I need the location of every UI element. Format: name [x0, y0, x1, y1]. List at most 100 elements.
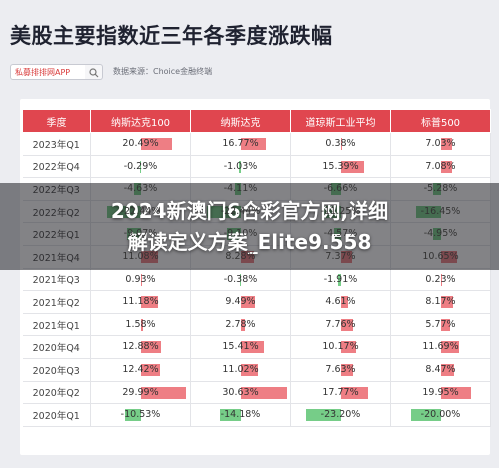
value-cell: 20.49%	[90, 132, 191, 156]
value-text: -23.20%	[320, 409, 361, 421]
value-cell: -1.03%	[190, 155, 291, 179]
value-cell: 11.18%	[90, 290, 191, 314]
value-text: -4.95%	[423, 228, 458, 240]
value-cell: 0.38%	[290, 132, 391, 156]
value-cell: 30.63%	[190, 381, 291, 405]
positive-bar	[441, 363, 454, 376]
value-text: 11.02%	[222, 363, 259, 375]
column-header: 纳斯达克	[190, 109, 291, 133]
value-text: 4.61%	[325, 296, 356, 308]
quarter-cell: 2020年Q2	[22, 381, 91, 405]
table-row: 2021年Q3 0.93% -0.38% -1.91% 0.23%	[22, 268, 491, 292]
column-header: 纳斯达克100	[90, 109, 191, 133]
value-cell: 11.69%	[390, 335, 491, 359]
positive-bar	[241, 363, 258, 376]
table-header-row: 季度 纳斯达克100 纳斯达克 道琼斯工业平均 标普500	[22, 109, 491, 133]
value-cell: 2.78%	[190, 313, 291, 337]
positive-bar	[441, 273, 442, 286]
value-cell: 7.03%	[390, 132, 491, 156]
table-row: 2020年Q3 12.42% 11.02% 7.63% 8.47%	[22, 358, 491, 382]
value-text: 29.99%	[122, 386, 159, 398]
value-cell: -1.91%	[290, 268, 391, 292]
positive-bar	[341, 160, 365, 173]
negative-bar	[125, 409, 141, 422]
positive-bar	[341, 363, 353, 376]
app-tag: 私募排排网APP	[10, 64, 96, 80]
positive-bar	[241, 341, 265, 354]
positive-bar	[441, 160, 452, 173]
value-text: -4.11%	[223, 183, 258, 195]
value-text: 20.49%	[122, 138, 159, 149]
value-cell: 1.58%	[90, 313, 191, 337]
column-header: 道琼斯工业平均	[290, 109, 391, 133]
value-cell: 12.88%	[90, 335, 191, 359]
value-text: 0.38%	[325, 138, 356, 149]
overlay-line-1: 2024新澳门6合彩官方网,详细	[110, 199, 389, 223]
quarter-cell: 2021年Q1	[22, 313, 91, 337]
table-row: 2022年Q4 -0.29% -1.03% 15.39% 7.08%	[22, 155, 491, 179]
positive-bar	[141, 138, 173, 150]
value-text: -22.44%	[120, 205, 161, 217]
negative-bar	[305, 409, 341, 422]
value-text: 10.17%	[322, 341, 359, 353]
value-text: 11.08%	[122, 250, 159, 262]
negative-bar	[140, 160, 141, 173]
value-text: -0.38%	[223, 273, 258, 285]
search-button[interactable]	[85, 64, 103, 80]
quarter-cell: 2023年Q1	[22, 132, 91, 156]
value-text: -1.91%	[323, 273, 358, 285]
positive-bar	[441, 386, 472, 399]
table-row: 2021年Q2 11.18% 9.49% 4.61% 8.17%	[22, 290, 491, 314]
value-cell: -0.29%	[90, 155, 191, 179]
positive-bar	[141, 296, 158, 309]
value-text: 7.63%	[325, 363, 356, 375]
value-text: 19.95%	[422, 386, 459, 398]
positive-bar	[341, 318, 353, 331]
value-text: 2.78%	[225, 318, 256, 330]
value-cell: 10.17%	[290, 335, 391, 359]
quarter-cell: 2020年Q1	[22, 403, 91, 427]
value-text: -4.57%	[323, 228, 358, 240]
overlay-banner	[0, 183, 499, 270]
quarter-cell: 2021年Q2	[22, 290, 91, 314]
positive-bar	[341, 138, 342, 150]
value-text: 15.41%	[222, 341, 259, 353]
value-text: 15.39%	[322, 160, 359, 172]
value-cell: 7.76%	[290, 313, 391, 337]
value-cell: 12.42%	[90, 358, 191, 382]
value-cell: -14.18%	[190, 403, 291, 427]
value-text: 7.76%	[325, 318, 356, 330]
positive-bar	[141, 386, 187, 399]
negative-bar	[338, 273, 341, 286]
value-cell: 17.77%	[290, 381, 391, 405]
value-cell: 11.02%	[190, 358, 291, 382]
value-cell: 8.47%	[390, 358, 491, 382]
positive-bar	[441, 138, 452, 150]
search-icon	[89, 68, 99, 78]
value-text: 12.88%	[122, 341, 159, 353]
column-header: 标普500	[390, 109, 491, 133]
positive-bar	[341, 296, 348, 309]
value-text: -9.07%	[123, 228, 158, 240]
value-text: 12.42%	[122, 363, 159, 375]
value-text: 10.65%	[422, 250, 459, 262]
positive-bar	[141, 341, 161, 354]
table-row: 2020年Q4 12.88% 15.41% 10.17% 11.69%	[22, 335, 491, 359]
value-text: 11.69%	[422, 341, 459, 353]
overlay-line-2: 解读定义方案_Elite9.558	[127, 230, 372, 254]
value-text: -14.18%	[220, 409, 261, 421]
value-cell: -23.20%	[290, 403, 391, 427]
value-cell: 0.23%	[390, 268, 491, 292]
value-text: 8.17%	[425, 296, 456, 308]
value-text: -5.28%	[423, 183, 458, 195]
value-text: 7.03%	[425, 138, 456, 149]
value-cell: 7.63%	[290, 358, 391, 382]
value-cell: 16.77%	[190, 132, 291, 156]
value-text: -0.29%	[123, 160, 158, 172]
positive-bar	[441, 318, 450, 331]
value-text: 8.47%	[425, 363, 456, 375]
value-text: 5.77%	[425, 318, 456, 330]
value-text: -4.63%	[123, 183, 158, 195]
value-cell: -10.53%	[90, 403, 191, 427]
positive-bar	[441, 341, 459, 354]
